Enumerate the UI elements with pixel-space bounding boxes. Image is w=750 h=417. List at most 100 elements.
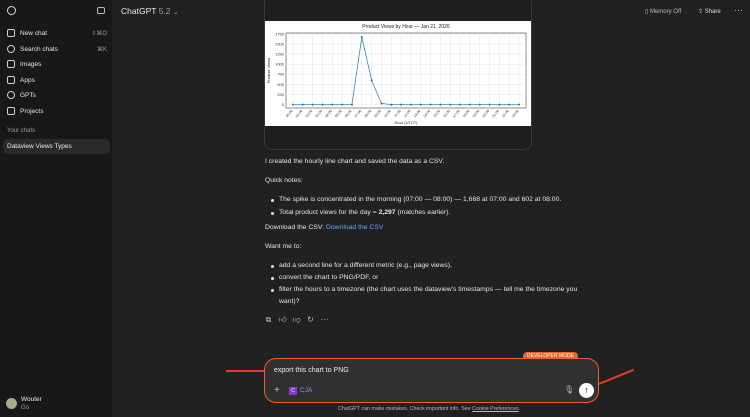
x-tick-label: 05:00	[334, 109, 343, 118]
thumbs-down-icon[interactable]: 👎︎	[292, 315, 301, 324]
option-item: filter the hours to a timezone (the char…	[271, 284, 599, 308]
data-point	[292, 103, 294, 106]
data-point	[400, 103, 403, 106]
developer-mode-badge: DEVELOPER MODE	[523, 352, 578, 360]
sidebar-item-new-chat[interactable]: New chat ⇧⌘O	[7, 26, 107, 40]
x-tick-label: 01:00	[295, 109, 304, 118]
sidebar-item-apps[interactable]: Apps	[7, 73, 107, 87]
label: Projects	[20, 107, 44, 115]
x-tick-label: 10:00	[383, 109, 392, 118]
data-point	[468, 103, 471, 106]
x-tick-label: 16:00	[442, 109, 451, 118]
note-text: Total product views for the day =	[279, 209, 379, 216]
x-tick-label: 21:00	[491, 109, 500, 118]
thumbs-up-icon[interactable]: 👍︎	[278, 315, 287, 324]
download-line: Download the CSV: Download the CSV	[265, 224, 383, 231]
more-actions-icon[interactable]: ···	[320, 315, 329, 324]
x-tick-label: 13:00	[413, 109, 422, 118]
data-point	[331, 103, 334, 106]
data-point	[390, 103, 393, 106]
y-tick-label: 1250	[275, 52, 285, 57]
label: GPTs	[20, 91, 36, 99]
share-button[interactable]: ⇪ Share	[698, 8, 721, 15]
apps-icon	[7, 76, 15, 84]
search-icon	[7, 45, 15, 53]
your-chats-heading: Your chats	[7, 128, 36, 134]
data-point	[429, 103, 432, 106]
regenerate-icon[interactable]: ↻	[307, 315, 314, 324]
data-point	[370, 79, 373, 82]
option-item: add a second line for a different metric…	[271, 260, 599, 272]
x-tick-label: 02:00	[305, 109, 314, 118]
x-axis-label: Hour (UTC?)	[395, 120, 419, 125]
data-point	[488, 103, 491, 106]
user-plan: Go	[21, 405, 30, 411]
label: New chat	[20, 29, 48, 37]
x-tick-label: 22:00	[501, 109, 510, 118]
x-tick-label: 20:00	[482, 109, 491, 118]
data-point	[350, 103, 353, 106]
images-icon	[7, 60, 15, 68]
user-name: Wouter	[21, 396, 42, 403]
x-tick-label: 07:00	[354, 109, 363, 118]
sidebar-item-gpts[interactable]: GPTs	[7, 88, 107, 102]
model-selector[interactable]: ChatGPT 5.2 ⌄	[121, 6, 179, 16]
chevron-down-icon: ⌄	[172, 9, 179, 16]
avatar[interactable]	[6, 398, 17, 409]
label: Images	[20, 60, 42, 68]
disclaimer-text: ChatGPT can make mistakes. Check importa…	[338, 406, 473, 412]
y-tick-label: 500	[277, 82, 284, 87]
sidebar-item-images[interactable]: Images	[7, 57, 107, 71]
y-tick-label: 0	[282, 102, 285, 107]
sidebar-item-search-chats[interactable]: Search chats ⌘K	[7, 42, 107, 56]
x-tick-label: 09:00	[374, 109, 383, 118]
microphone-icon[interactable]: 🎙︎	[564, 385, 575, 394]
x-tick-label: 12:00	[403, 109, 412, 118]
x-tick-label: 00:00	[285, 109, 294, 118]
model-version: 5.2	[158, 6, 171, 16]
plus-icon[interactable]: +	[274, 385, 280, 396]
data-point	[419, 103, 422, 106]
data-point	[508, 103, 511, 106]
cookie-preferences-link[interactable]: Cookie Preferences	[472, 406, 519, 412]
share-label: Share	[704, 9, 721, 15]
sidebar-item-projects[interactable]: Projects	[7, 104, 107, 118]
data-point	[380, 102, 383, 105]
annotation-arrow	[226, 370, 266, 372]
data-point	[321, 103, 324, 106]
toggle-sidebar-icon[interactable]	[97, 7, 105, 14]
gpts-icon	[7, 91, 15, 99]
data-point	[518, 103, 520, 106]
cja-tool-chip[interactable]: CJA	[300, 387, 313, 394]
x-tick-label: 04:00	[324, 109, 333, 118]
send-button[interactable]: ↑	[579, 383, 594, 398]
composer: export this chart to PNG + C CJA 🎙︎ ↑	[264, 358, 599, 403]
disclaimer: ChatGPT can make mistakes. Check importa…	[338, 406, 521, 412]
y-tick-label: 1500	[275, 41, 285, 46]
data-point	[459, 103, 462, 106]
label: Search chats	[20, 45, 58, 53]
x-tick-label: 19:00	[472, 109, 481, 118]
prompt-input[interactable]: export this chart to PNG	[274, 367, 349, 374]
note-text: (matches earlier).	[395, 209, 451, 216]
x-tick-label: 23:00	[511, 109, 520, 118]
openai-logo-icon[interactable]	[7, 6, 16, 15]
share-icon: ⇪	[698, 9, 704, 15]
memory-label: Memory Off	[649, 9, 682, 15]
more-options-icon[interactable]: ···	[734, 5, 743, 15]
download-csv-link[interactable]: Download the CSV	[325, 224, 384, 231]
copy-icon[interactable]: ⧉	[265, 315, 272, 324]
memory-button[interactable]: ▯ Memory Off	[645, 9, 682, 15]
data-point	[301, 103, 304, 106]
note-item: Total product views for the day = 2,297 …	[271, 207, 599, 219]
data-point	[439, 103, 442, 106]
x-tick-label: 18:00	[462, 109, 471, 118]
notes-title: Quick notes:	[265, 177, 303, 184]
line-chart[interactable]: 0 250 500 750 1000 1250 1500 1750 00:00 01:00 02:0…	[265, 21, 531, 126]
want-text: Want me to:	[265, 243, 302, 250]
chat-item[interactable]: Dataview Views Types	[3, 139, 110, 154]
x-tick-label: 03:00	[315, 109, 324, 118]
data-point	[409, 103, 412, 106]
x-tick-label: 06:00	[344, 109, 353, 118]
y-tick-label: 1750	[275, 31, 285, 36]
